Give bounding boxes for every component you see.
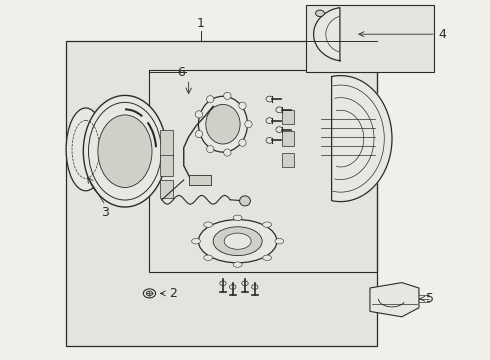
- Bar: [149, 70, 377, 272]
- Ellipse shape: [224, 92, 231, 99]
- Bar: [66, 41, 377, 346]
- Text: 3: 3: [101, 206, 109, 219]
- Bar: [282, 153, 294, 167]
- Bar: [160, 180, 172, 198]
- Ellipse shape: [83, 95, 167, 207]
- Text: 2: 2: [161, 287, 177, 300]
- Ellipse shape: [245, 121, 252, 128]
- Ellipse shape: [146, 291, 153, 296]
- Text: 1: 1: [197, 17, 205, 30]
- Ellipse shape: [207, 145, 214, 153]
- Text: 6: 6: [177, 66, 185, 78]
- Ellipse shape: [263, 222, 271, 228]
- Ellipse shape: [266, 118, 273, 123]
- Ellipse shape: [224, 149, 231, 156]
- Ellipse shape: [198, 96, 247, 152]
- Ellipse shape: [196, 130, 203, 138]
- Ellipse shape: [276, 107, 283, 113]
- Ellipse shape: [266, 138, 273, 143]
- Ellipse shape: [275, 239, 284, 244]
- Polygon shape: [332, 76, 392, 202]
- Bar: [282, 110, 294, 124]
- Ellipse shape: [263, 255, 271, 260]
- Ellipse shape: [196, 111, 203, 118]
- Ellipse shape: [239, 102, 246, 109]
- Ellipse shape: [266, 96, 273, 102]
- Bar: [306, 5, 434, 72]
- Ellipse shape: [206, 104, 240, 144]
- Ellipse shape: [98, 115, 152, 188]
- Polygon shape: [370, 283, 419, 317]
- Ellipse shape: [233, 215, 242, 220]
- Ellipse shape: [204, 222, 213, 228]
- Ellipse shape: [233, 262, 242, 267]
- Bar: [160, 155, 172, 176]
- Ellipse shape: [192, 239, 200, 244]
- Bar: [160, 130, 172, 158]
- Ellipse shape: [240, 196, 250, 206]
- Text: 5: 5: [420, 292, 434, 305]
- Ellipse shape: [143, 289, 156, 298]
- Ellipse shape: [206, 96, 214, 103]
- Ellipse shape: [213, 227, 262, 256]
- Bar: [189, 175, 211, 185]
- Ellipse shape: [239, 139, 246, 146]
- Ellipse shape: [198, 220, 277, 263]
- Ellipse shape: [224, 233, 251, 249]
- Bar: [282, 131, 294, 146]
- Ellipse shape: [204, 255, 213, 260]
- Text: 4: 4: [359, 28, 446, 41]
- Ellipse shape: [276, 127, 283, 132]
- Ellipse shape: [105, 149, 114, 157]
- Polygon shape: [314, 8, 340, 61]
- Ellipse shape: [316, 10, 324, 17]
- Ellipse shape: [66, 108, 105, 191]
